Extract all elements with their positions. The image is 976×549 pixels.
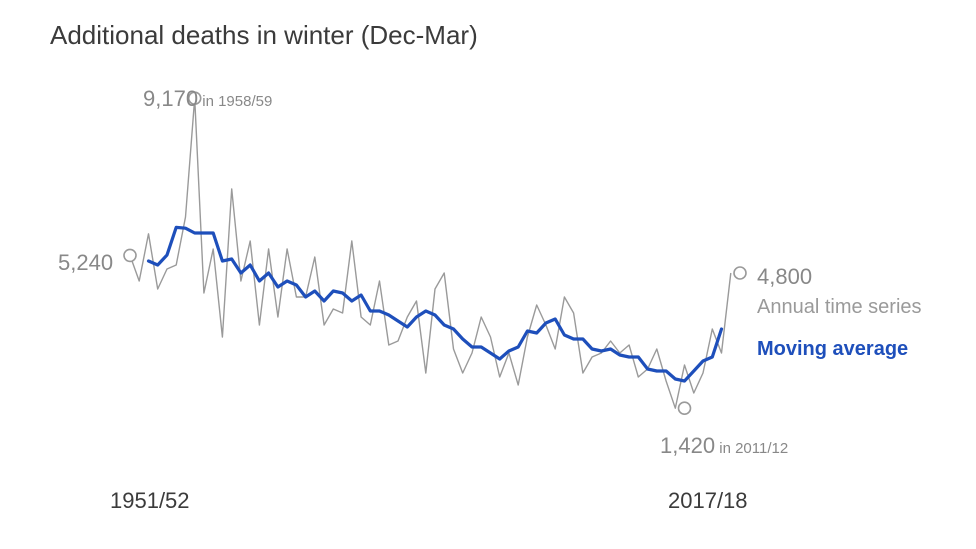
annotation-end-value: 4,800	[757, 264, 812, 289]
marker-circle	[679, 402, 691, 414]
marker-circle	[734, 267, 746, 279]
annotation-start-value: 5,240	[58, 250, 113, 275]
moving-average-line	[149, 227, 722, 381]
x-axis-label-start: 1951/52	[110, 488, 190, 514]
marker-circle	[124, 249, 136, 261]
x-axis-label-end: 2017/18	[668, 488, 748, 514]
annotation-peak-suffix: in 1958/59	[198, 93, 272, 110]
annotation-trough-suffix: in 2011/12	[715, 440, 788, 457]
annotation-start: 5,240	[58, 250, 113, 276]
annotation-peak: 9,170 in 1958/59	[143, 86, 272, 112]
annotation-end: 4,800	[757, 264, 812, 290]
annotation-trough-value: 1,420	[660, 433, 715, 458]
annotation-trough: 1,420 in 2011/12	[660, 433, 788, 459]
legend-moving-average: Moving average	[757, 338, 908, 361]
annotation-peak-value: 9,170	[143, 86, 198, 111]
chart-container: Additional deaths in winter (Dec-Mar) 5,…	[0, 0, 976, 549]
line-chart	[0, 0, 976, 549]
legend-annual-series: Annual time series	[757, 296, 922, 319]
